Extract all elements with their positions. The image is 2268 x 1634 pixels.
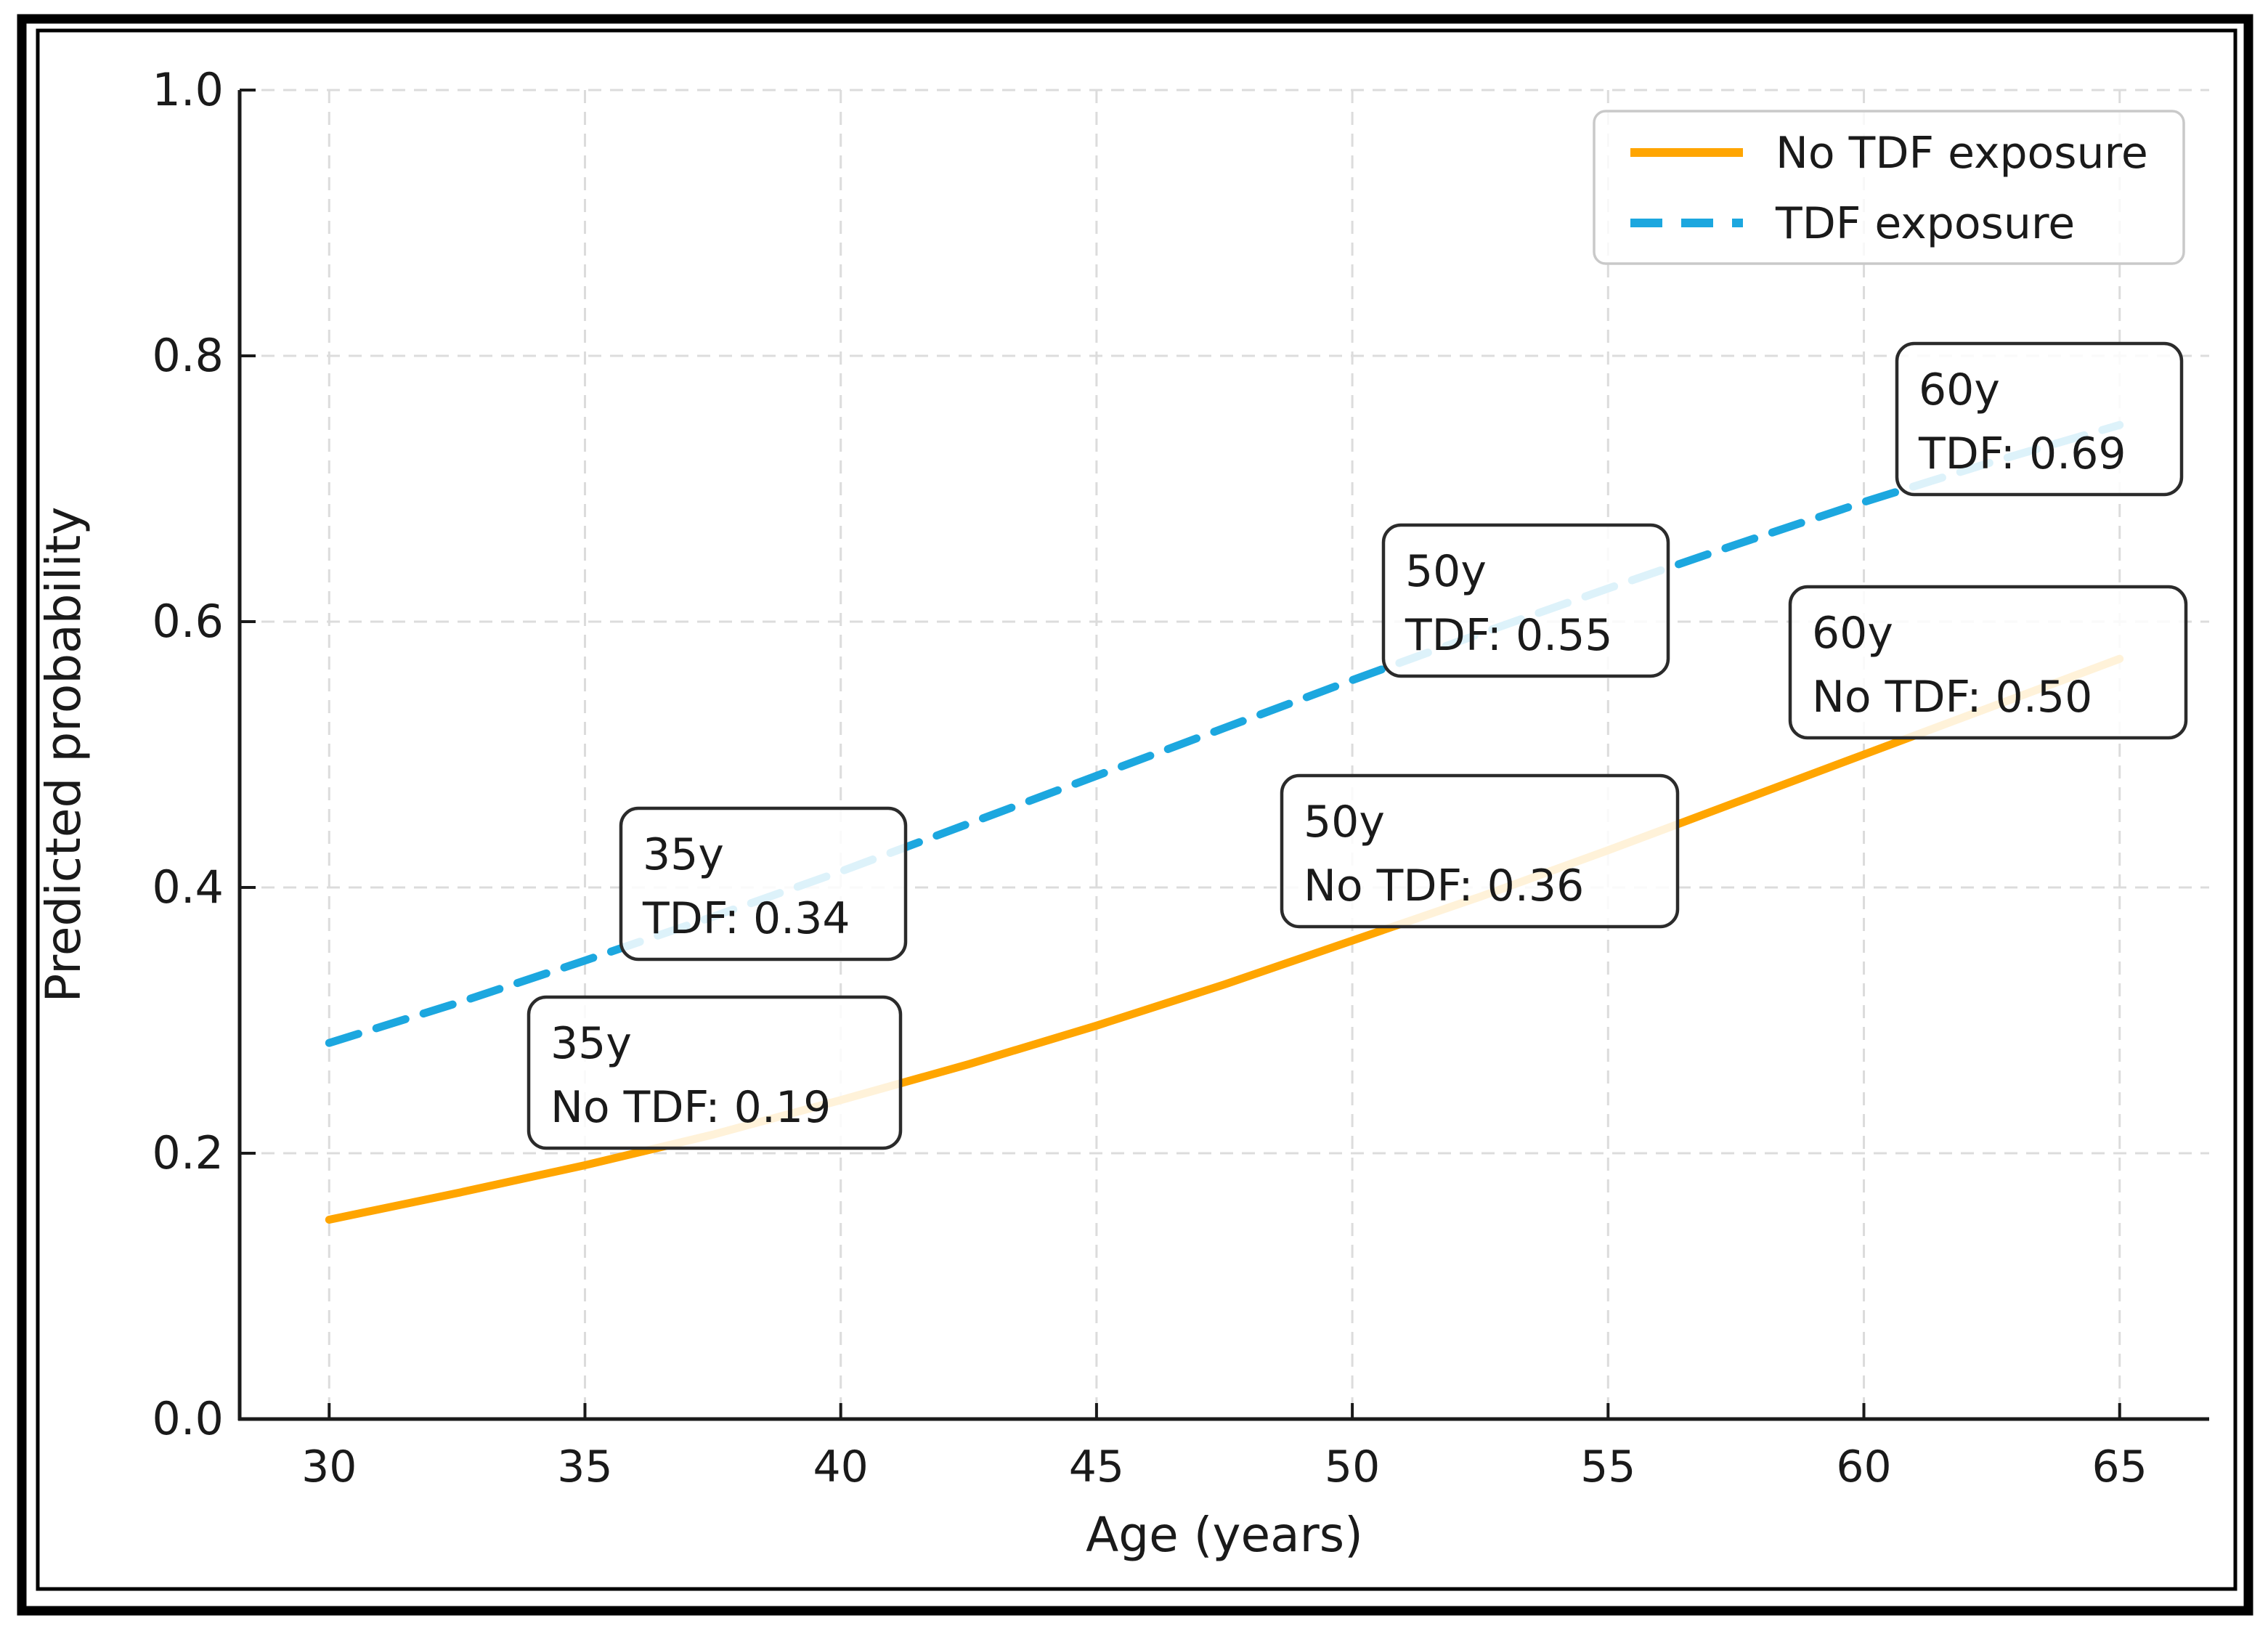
annotation-age-label: 60y (1812, 608, 1893, 659)
annotation: 50y TDF: 0.55 (1381, 523, 1670, 678)
y-tick-label: 0.2 (152, 1126, 224, 1179)
annotation-value-label: TDF: 0.34 (642, 893, 850, 944)
annotation: 60y No TDF: 0.50 (1788, 585, 2188, 740)
annotation-age-label: 50y (1304, 797, 1385, 848)
x-tick-label: 60 (1836, 1442, 1891, 1492)
y-tick-label: 1.0 (152, 63, 224, 116)
inner-frame-border (36, 28, 2237, 1591)
axis-ticks: 30 35 40 45 50 55 60 65 0.0 0.2 0.4 0.6 0.8 1.0 (152, 63, 2147, 1492)
annotation: 60y TDF: 0.69 (1895, 341, 2184, 497)
annotation: 35y TDF: 0.34 (619, 806, 908, 962)
annotation-box (1788, 585, 2188, 740)
annotation-value-label: No TDF: 0.36 (1304, 861, 1584, 911)
annotation-age-label: 35y (550, 1018, 632, 1069)
annotation-age-label: 60y (1919, 365, 2000, 415)
x-tick-label: 55 (1580, 1442, 1635, 1492)
gridlines (240, 89, 2209, 1420)
legend-label: TDF exposure (1775, 198, 2075, 249)
outer-frame-border (17, 14, 2253, 1616)
y-tick-label: 0.6 (152, 595, 224, 648)
annotation: 50y No TDF: 0.36 (1280, 773, 1680, 929)
series-line-no-tdf-exposure (325, 654, 2124, 1224)
legend-label: No TDF exposure (1776, 128, 2148, 179)
x-tick-label: 65 (2092, 1442, 2147, 1492)
annotation-box (619, 806, 908, 962)
y-tick-label: 0.4 (152, 861, 224, 914)
x-tick-label: 45 (1069, 1442, 1124, 1492)
annotation-value-label: TDF: 0.69 (1918, 428, 2126, 479)
y-tick-label: 0.0 (152, 1392, 224, 1445)
y-axis-title: Predicted probability (36, 507, 92, 1003)
annotation-box (1381, 523, 1670, 678)
annotation-value-label: TDF: 0.55 (1405, 610, 1613, 661)
annotation-age-label: 50y (1405, 546, 1487, 597)
x-tick-label: 50 (1325, 1442, 1380, 1492)
x-axis-title: Age (years) (1086, 1507, 1363, 1563)
x-tick-label: 35 (557, 1442, 612, 1492)
annotation: 35y No TDF: 0.19 (527, 995, 903, 1150)
annotation-box (1280, 773, 1680, 929)
x-tick-label: 40 (813, 1442, 869, 1492)
annotation-box (1895, 341, 2184, 497)
x-tick-label: 30 (301, 1442, 357, 1492)
annotation-box (527, 995, 903, 1150)
y-tick-label: 0.8 (152, 329, 224, 382)
legend: No TDF exposure TDF exposure (1593, 110, 2185, 265)
annotation-value-label: No TDF: 0.50 (1812, 672, 2092, 723)
annotation-age-label: 35y (643, 829, 724, 880)
annotation-value-label: No TDF: 0.19 (550, 1082, 831, 1133)
